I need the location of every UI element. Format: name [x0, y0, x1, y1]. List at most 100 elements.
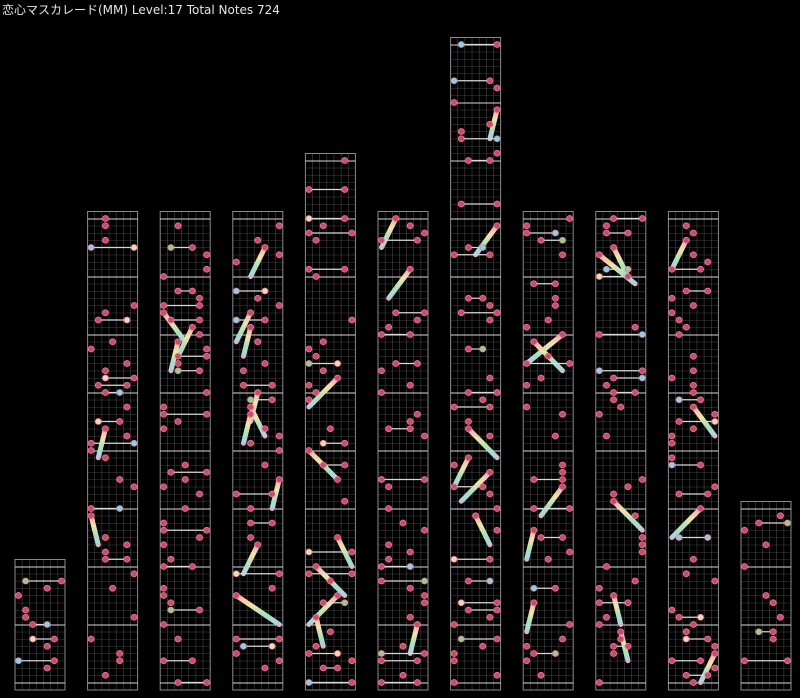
tap-note — [116, 650, 124, 657]
tap-note — [595, 599, 603, 607]
tap-note — [406, 381, 414, 389]
tap-note — [341, 215, 349, 222]
tap-note — [530, 584, 538, 592]
tap-note — [711, 410, 719, 418]
tap-note — [160, 519, 168, 527]
slide-path — [698, 651, 718, 685]
tap-note — [711, 483, 719, 491]
tap-note — [704, 287, 712, 295]
tap-note — [631, 577, 639, 585]
tap-note — [312, 642, 320, 650]
slide-star — [247, 309, 255, 317]
tap-note — [378, 563, 385, 570]
tap-note — [312, 236, 320, 244]
tap-note — [232, 316, 240, 324]
tap-note — [116, 389, 124, 396]
tap-note — [486, 555, 494, 563]
tap-note — [566, 505, 574, 512]
tap-note — [203, 265, 211, 273]
slide-star — [682, 236, 690, 244]
tap-note — [603, 265, 610, 273]
tap-note — [523, 222, 531, 230]
tap-note — [493, 526, 501, 534]
tap-note — [421, 650, 428, 657]
tap-note — [551, 280, 559, 288]
tap-note — [102, 236, 109, 244]
tap-note — [784, 657, 791, 665]
tap-note — [559, 461, 566, 469]
tap-note — [319, 664, 327, 672]
slide-star — [406, 613, 414, 621]
slide-star — [174, 222, 182, 230]
tap-note — [174, 679, 182, 686]
tap-note — [450, 555, 458, 563]
measure-column — [522, 211, 574, 691]
slide-path — [473, 223, 500, 258]
tap-note — [326, 628, 334, 636]
tap-note — [631, 323, 639, 331]
tap-note — [530, 280, 538, 288]
tap-note — [493, 635, 501, 643]
tap-note — [755, 519, 763, 527]
tap-note — [254, 294, 262, 302]
measure-column — [450, 37, 502, 691]
tap-note — [116, 657, 124, 665]
tap-note — [690, 302, 697, 309]
tap-note — [551, 650, 559, 657]
tap-note — [457, 200, 465, 208]
tap-note — [406, 418, 414, 425]
slide-path — [524, 332, 566, 366]
tap-note — [312, 389, 320, 396]
tap-note — [450, 483, 458, 491]
tap-note — [624, 483, 632, 491]
tap-note — [232, 258, 240, 266]
tap-note — [305, 548, 313, 556]
tap-note — [305, 650, 313, 657]
tap-note — [682, 635, 690, 643]
tap-note — [232, 287, 240, 295]
tap-note — [334, 664, 341, 672]
tap-note — [704, 534, 712, 541]
tap-note — [22, 606, 30, 614]
tap-note — [465, 294, 472, 302]
measure-column — [87, 211, 139, 691]
tap-note — [704, 635, 712, 643]
tap-note — [102, 671, 109, 679]
slide-path — [407, 622, 420, 656]
tap-note — [43, 642, 51, 650]
tap-note — [160, 584, 168, 592]
tap-note — [769, 628, 777, 636]
tap-note — [595, 410, 603, 418]
tap-note — [711, 642, 719, 650]
tap-note — [261, 425, 269, 433]
tap-note — [697, 657, 704, 665]
measure-column — [377, 211, 429, 691]
tap-note — [203, 389, 211, 396]
tap-note — [341, 461, 349, 469]
tap-note — [711, 418, 719, 425]
tap-note — [160, 403, 168, 411]
tap-note — [421, 577, 428, 585]
tap-note — [334, 650, 341, 657]
slide-path — [240, 411, 254, 446]
tap-note — [690, 229, 697, 237]
tap-note — [160, 592, 168, 599]
tap-note — [421, 592, 428, 599]
tap-note — [769, 635, 777, 643]
tap-note — [43, 584, 51, 592]
tap-note — [87, 244, 95, 251]
tap-note — [109, 584, 116, 592]
tap-note — [50, 635, 58, 643]
tap-note — [160, 302, 168, 309]
tap-note — [493, 599, 501, 607]
tap-note — [711, 664, 719, 672]
tap-note — [247, 519, 255, 527]
tap-note — [559, 410, 566, 418]
tap-note — [769, 599, 777, 607]
slide-star — [334, 374, 341, 382]
tap-note — [261, 316, 269, 324]
tap-note — [668, 439, 676, 447]
slide-path — [313, 614, 326, 649]
tap-note — [486, 251, 494, 259]
tap-note — [240, 367, 247, 375]
